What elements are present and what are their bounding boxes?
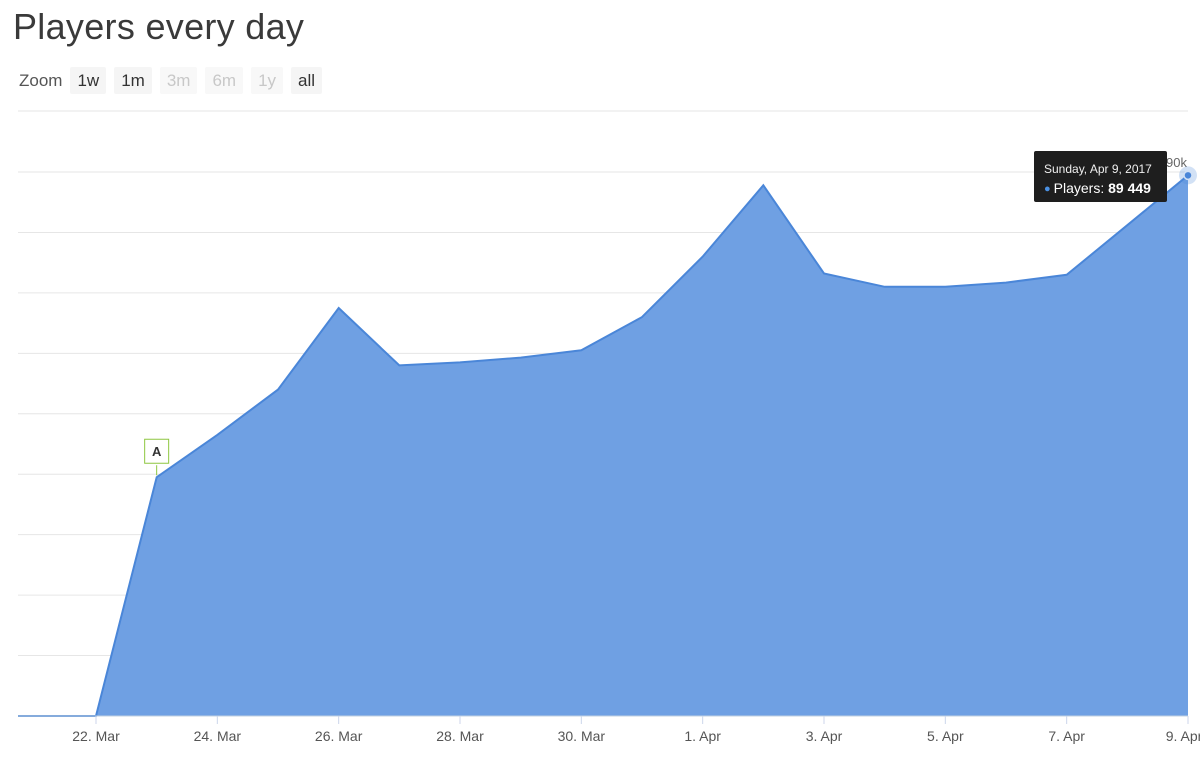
x-tick-label: 24. Mar <box>194 728 242 744</box>
x-tick-label: 30. Mar <box>558 728 606 744</box>
x-tick-label: 9. Apr <box>1166 728 1200 744</box>
x-tick-label: 3. Apr <box>806 728 843 744</box>
x-tick-label: 22. Mar <box>72 728 120 744</box>
tooltip-series-label: Players: <box>1054 180 1105 196</box>
series-dot-icon: ● <box>1044 183 1051 195</box>
data-tooltip: Sunday, Apr 9, 2017 ●Players: 89 449 <box>1034 151 1167 202</box>
tooltip-row: ●Players: 89 449 <box>1044 179 1167 198</box>
tooltip-date: Sunday, Apr 9, 2017 <box>1044 161 1167 177</box>
x-tick-label: 5. Apr <box>927 728 964 744</box>
tooltip-value: 89 449 <box>1108 180 1151 196</box>
x-tick-label: 7. Apr <box>1048 728 1085 744</box>
flag-label: A <box>152 444 162 459</box>
x-tick-label: 26. Mar <box>315 728 363 744</box>
hover-halo <box>1179 166 1197 184</box>
area-fill <box>18 175 1188 716</box>
x-tick-label: 28. Mar <box>436 728 484 744</box>
x-tick-label: 1. Apr <box>684 728 721 744</box>
